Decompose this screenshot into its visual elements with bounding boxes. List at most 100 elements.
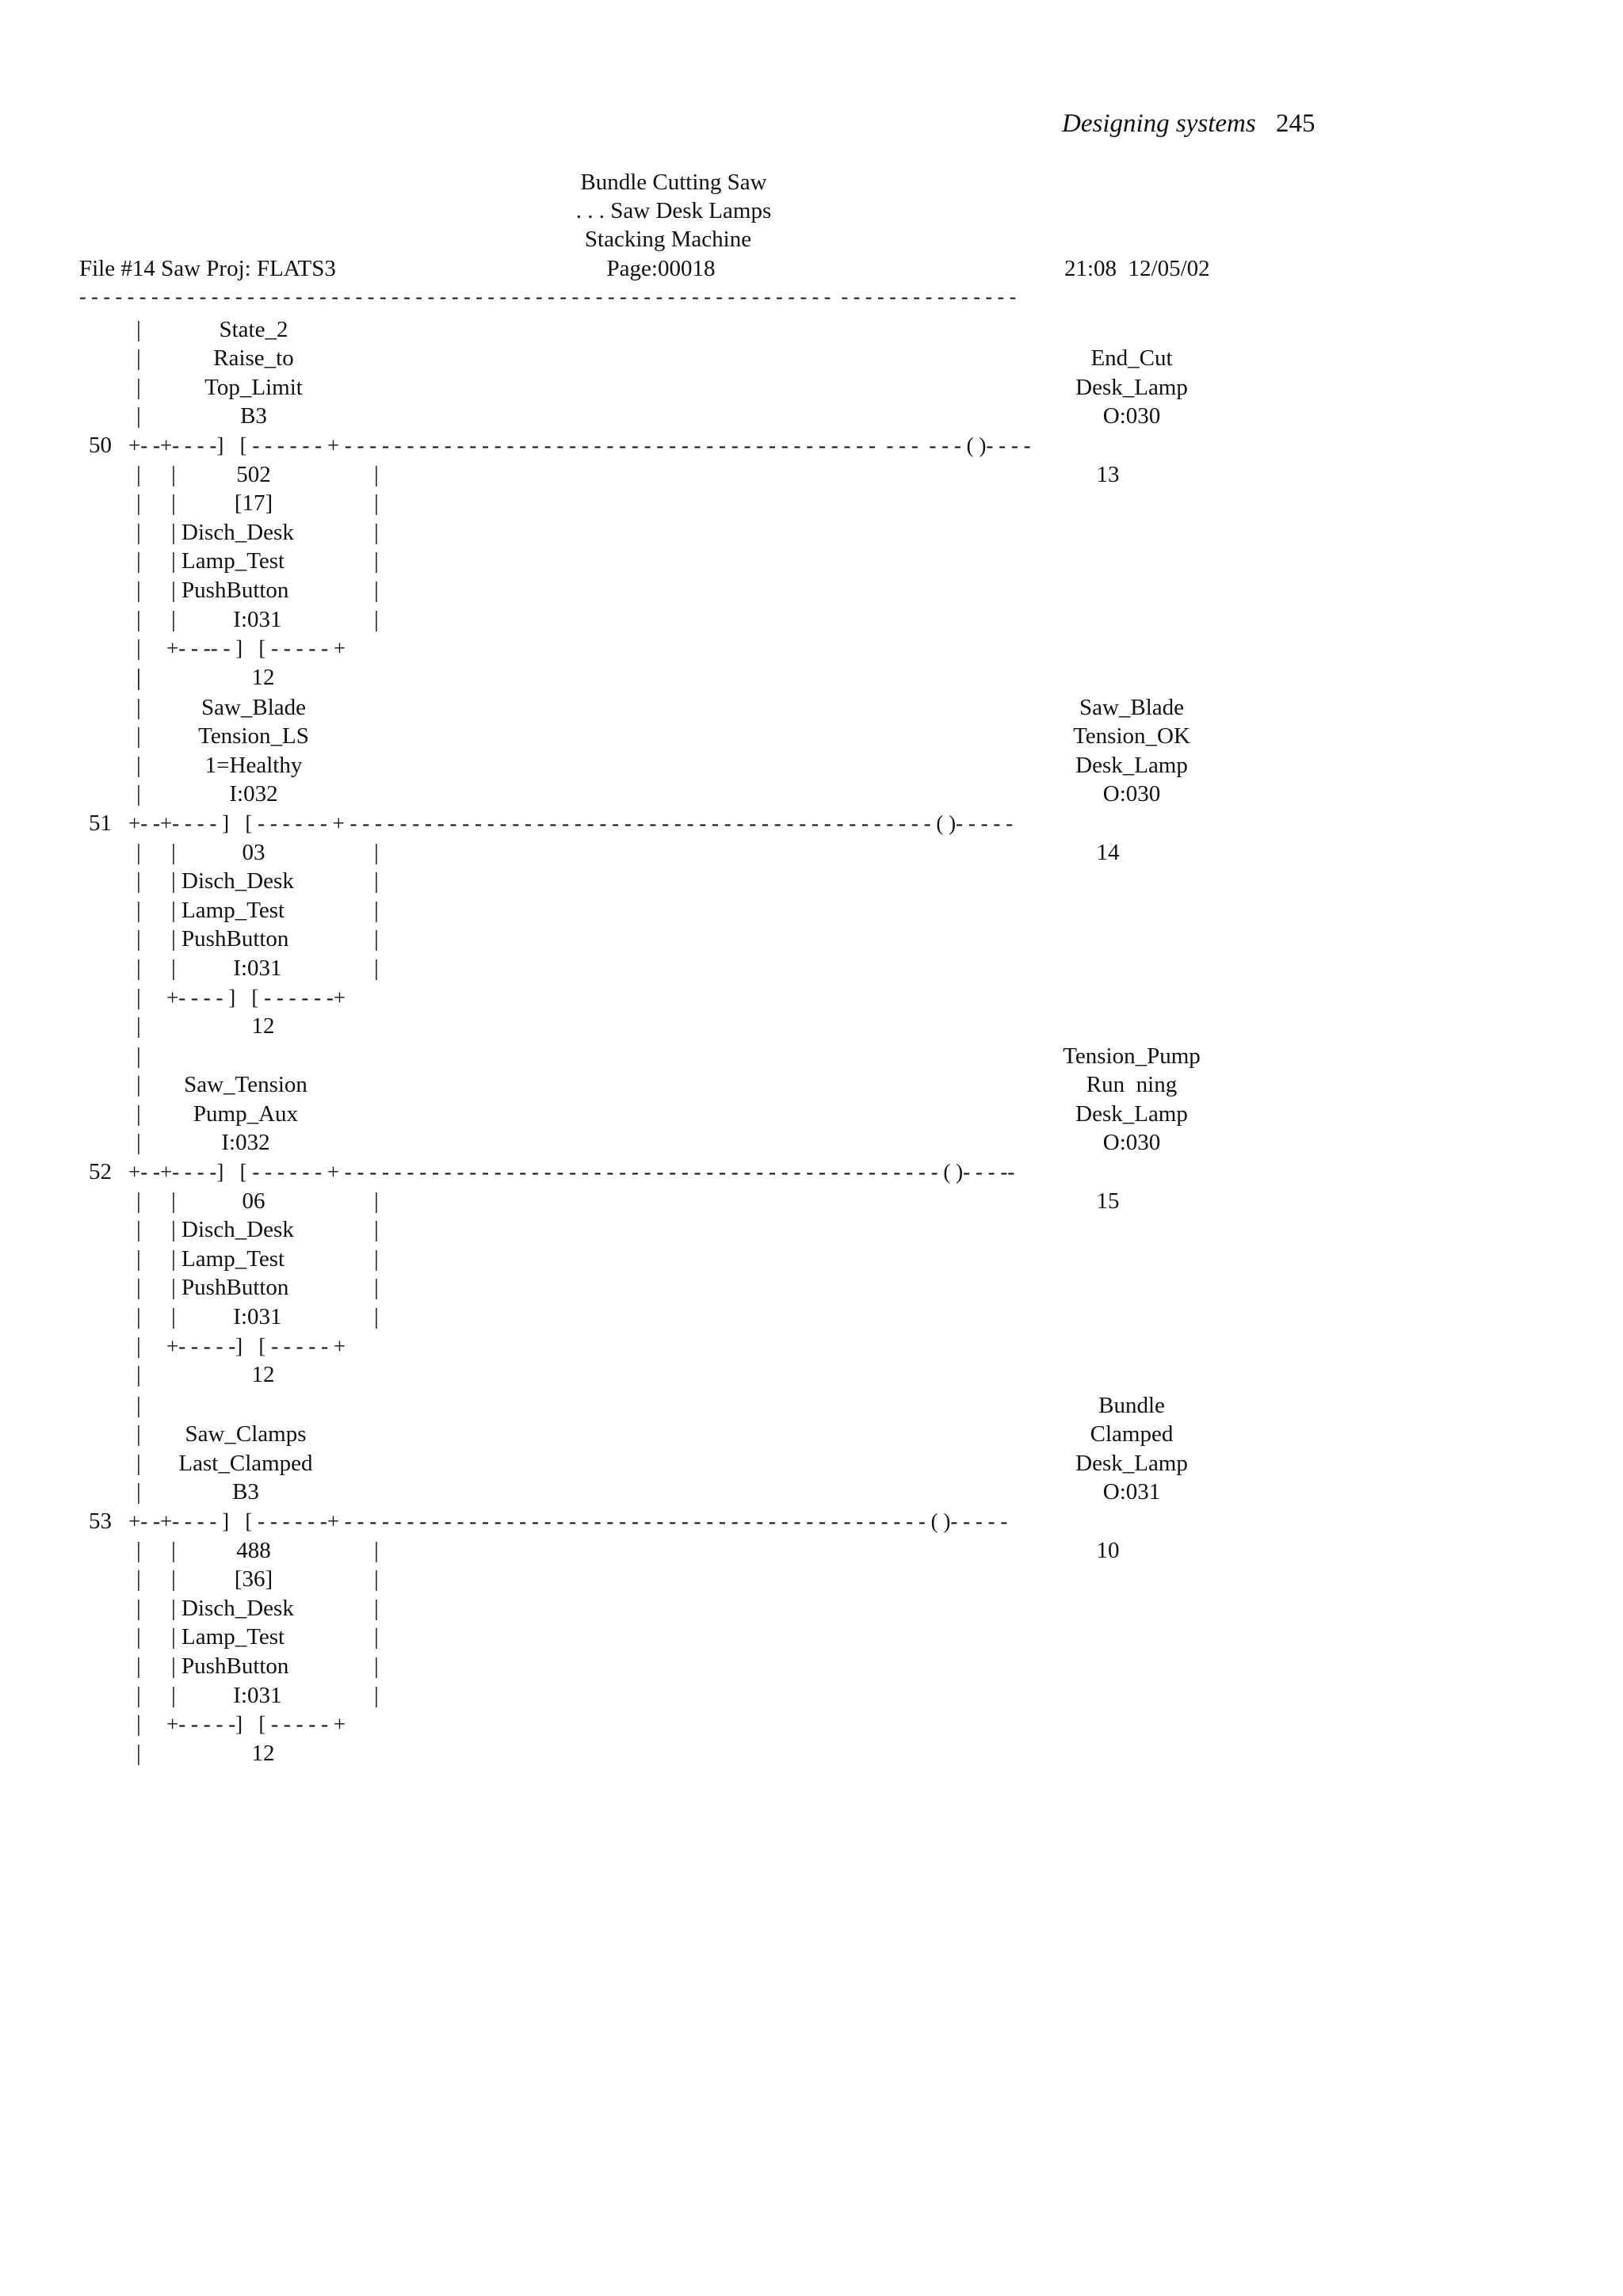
branch-line: +- - - - ] [ - - - - - -+	[166, 983, 346, 1012]
coil-label: Bundle	[1098, 1391, 1165, 1420]
listing-timestamp: 21:08 12/05/02	[1064, 254, 1210, 283]
branch-right-rail: |	[374, 1681, 379, 1710]
power-rail: |	[136, 751, 141, 780]
power-rail: |	[136, 867, 141, 895]
listing-title: Bundle Cutting Saw	[580, 168, 766, 196]
branch-right-rail: |	[374, 1273, 379, 1302]
power-rail: |	[136, 634, 141, 662]
branch-right-rail: |	[374, 460, 379, 489]
contact-label: Top_Limit	[204, 373, 303, 402]
power-rail: |	[136, 1420, 141, 1448]
contact-bit: [17]	[235, 489, 273, 517]
branch-right-rail: |	[374, 1536, 379, 1565]
power-rail: |	[136, 1273, 141, 1302]
power-rail: |	[136, 1360, 141, 1389]
branch-right-rail: |	[374, 954, 379, 982]
branch-bit: 12	[252, 1739, 275, 1768]
coil-label: Desk_Lamp	[1075, 373, 1188, 402]
contact-bit: [36]	[235, 1565, 273, 1593]
branch-right-rail: |	[374, 1302, 379, 1331]
power-rail: |	[136, 489, 141, 517]
coil-label: Tension_OK	[1073, 722, 1190, 750]
branch-right-rail: |	[374, 605, 379, 634]
power-rail: |	[136, 838, 141, 867]
branch-label: | PushButton	[171, 576, 288, 605]
contact-label: Saw_Tension	[184, 1070, 307, 1099]
coil-bit: 10	[1097, 1536, 1120, 1565]
contact-label: Tension_LS	[198, 722, 309, 750]
coil-label: Saw_Blade	[1079, 693, 1184, 722]
branch-right-rail: |	[374, 1594, 379, 1623]
branch-label: | Lamp_Test	[171, 896, 285, 925]
branch-label: | Lamp_Test	[171, 1245, 285, 1273]
power-rail: |	[136, 1449, 141, 1478]
branch-left-rail: |	[171, 1536, 176, 1565]
branch-bit: 12	[252, 1012, 275, 1040]
coil-label: O:030	[1103, 1128, 1161, 1157]
listing-page: Page:00018	[607, 254, 716, 283]
coil-label: Run ning	[1086, 1070, 1177, 1099]
power-rail: |	[136, 1681, 141, 1710]
branch-label: | Disch_Desk	[171, 518, 294, 547]
contact-label: Last_Clamped	[178, 1449, 312, 1478]
contact-label: I:032	[229, 780, 277, 808]
power-rail: |	[136, 1245, 141, 1273]
branch-label: | I:031	[171, 1681, 282, 1710]
coil-label: O:031	[1103, 1478, 1161, 1506]
contact-label: State_2	[220, 315, 288, 344]
power-rail: |	[136, 983, 141, 1012]
power-rail: |	[136, 1623, 141, 1651]
branch-bit: 12	[252, 1360, 275, 1389]
branch-label: | Lamp_Test	[171, 1623, 285, 1651]
branch-left-rail: |	[171, 838, 176, 867]
power-rail: |	[136, 518, 141, 547]
rung-line: +- -+- - - - ] [ - - - - - - + - - - - -…	[128, 809, 1238, 837]
branch-label: | Disch_Desk	[171, 1215, 294, 1244]
file-info: File #14 Saw Proj: FLATS3	[79, 254, 336, 283]
branch-label: | PushButton	[171, 925, 288, 953]
power-rail: |	[136, 1302, 141, 1331]
rung-number: 51	[89, 809, 112, 837]
power-rail: |	[136, 1391, 141, 1420]
branch-right-rail: |	[374, 1565, 379, 1593]
header-separator: - - - - - - - - - - - - - - - - - - - - …	[79, 283, 1236, 311]
running-header: Designing systems 245	[1062, 109, 1363, 141]
branch-right-rail: |	[374, 547, 379, 575]
rung-line: +- -+- - - -] [ - - - - - - + - - - - - …	[128, 1158, 1238, 1186]
running-header-title: Designing systems	[1062, 109, 1256, 139]
contact-label: Raise_to	[213, 344, 294, 372]
power-rail: |	[136, 1012, 141, 1040]
contact-label: 1=Healthy	[205, 751, 303, 780]
branch-line: +- - -- - ] [ - - - - - +	[166, 634, 346, 662]
power-rail: |	[136, 954, 141, 982]
power-rail: |	[136, 344, 141, 372]
coil-label: End_Cut	[1090, 344, 1172, 372]
power-rail: |	[136, 1536, 141, 1565]
branch-label: | PushButton	[171, 1652, 288, 1680]
power-rail: |	[136, 402, 141, 430]
power-rail: |	[136, 547, 141, 575]
branch-left-rail: |	[171, 489, 176, 517]
branch-label: | PushButton	[171, 1273, 288, 1302]
listing-machine: Stacking Machine	[585, 225, 751, 254]
power-rail: |	[136, 1652, 141, 1680]
branch-right-rail: |	[374, 1652, 379, 1680]
branch-right-rail: |	[374, 1187, 379, 1215]
branch-line: +- - - - -] [ - - - - - +	[166, 1332, 346, 1360]
contact-label: Saw_Clamps	[185, 1420, 306, 1448]
branch-left-rail: |	[171, 1187, 176, 1215]
power-rail: |	[136, 1128, 141, 1157]
branch-right-rail: |	[374, 489, 379, 517]
coil-bit: 14	[1097, 838, 1120, 867]
power-rail: |	[136, 664, 141, 692]
rung-number: 53	[89, 1507, 112, 1535]
branch-right-rail: |	[374, 838, 379, 867]
contact-label: I:032	[221, 1128, 269, 1157]
coil-label: Desk_Lamp	[1075, 1449, 1188, 1478]
coil-label: Desk_Lamp	[1075, 751, 1188, 780]
contact-label: B3	[240, 402, 267, 430]
rung-number: 50	[89, 431, 112, 460]
coil-label: Desk_Lamp	[1075, 1100, 1188, 1128]
branch-left-rail: |	[171, 1565, 176, 1593]
listing-subtitle: . . . Saw Desk Lamps	[576, 196, 771, 225]
